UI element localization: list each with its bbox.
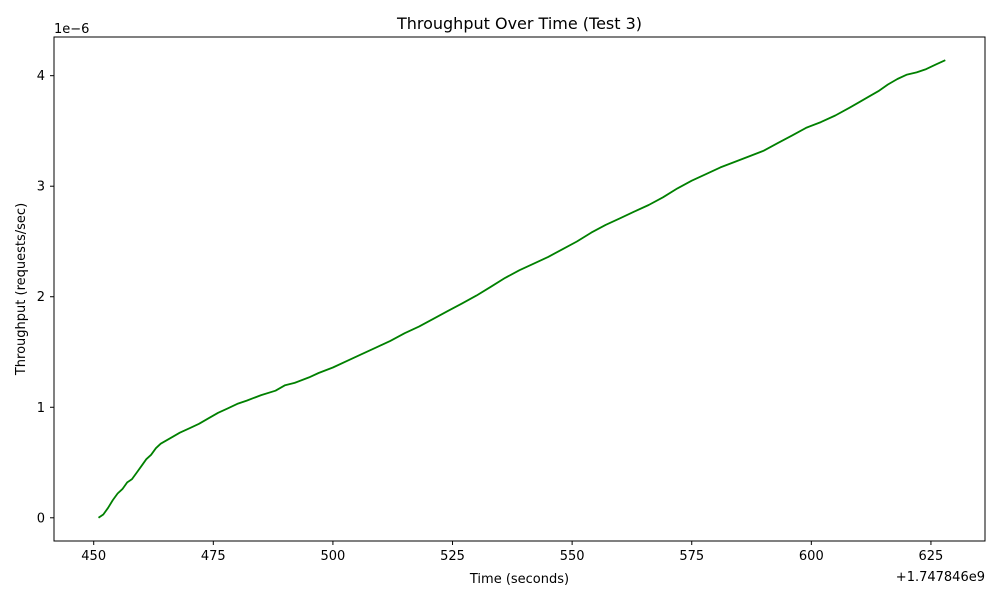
chart-marks [97, 59, 946, 519]
x-tick-label: 525 [440, 549, 465, 564]
x-tick-label: 550 [560, 549, 585, 564]
y-tick-label: 1 [37, 401, 45, 416]
plot-frame [53, 36, 986, 542]
x-axis-label: Time (seconds) [469, 572, 569, 587]
x-axis-ticks: 450 475 500 525 550 575 600 625 [81, 541, 943, 564]
x-tick-label: 600 [799, 549, 824, 564]
plot-area [54, 37, 985, 541]
y-axis-label: Throughput (requests/sec) [14, 203, 29, 376]
chart-title: Throughput Over Time (Test 3) [396, 14, 642, 33]
x-tick-label: 625 [919, 549, 944, 564]
x-tick-label: 450 [81, 549, 106, 564]
y-scale-label: 1e−6 [54, 22, 89, 37]
y-axis-ticks: 0 1 2 3 4 [37, 69, 54, 526]
y-tick-label: 4 [37, 69, 45, 84]
y-tick-label: 2 [37, 290, 45, 305]
throughput-series-line [97, 59, 946, 519]
y-tick-label: 0 [37, 511, 45, 526]
y-tick-label: 3 [37, 180, 45, 195]
x-offset-label: +1.747846e9 [896, 570, 985, 585]
x-tick-label: 575 [679, 549, 704, 564]
x-tick-label: 500 [321, 549, 346, 564]
x-tick-label: 475 [201, 549, 226, 564]
